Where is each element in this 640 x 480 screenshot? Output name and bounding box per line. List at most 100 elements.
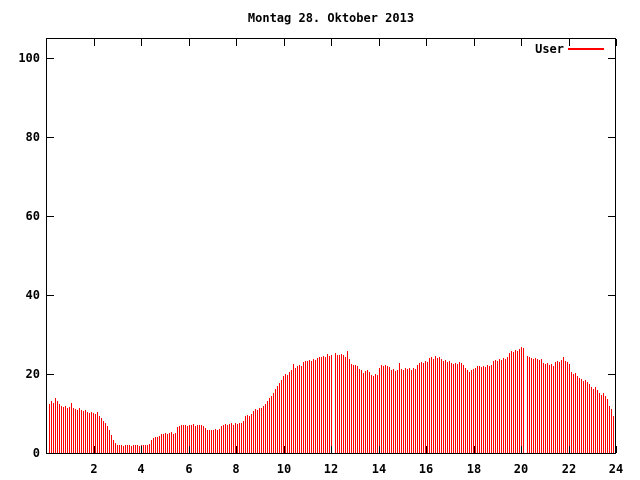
y-tick-left [47,216,54,217]
y-tick-right [608,216,615,217]
x-tick-bottom [141,446,142,453]
data-bar [441,359,442,453]
data-bar [315,360,316,453]
y-tick-right [608,58,615,59]
data-bar [585,380,586,453]
y-tick-left [47,453,54,454]
data-bar [345,357,346,453]
data-bar [237,424,238,453]
data-bar [407,369,408,453]
data-bar [69,407,70,453]
data-bar [539,360,540,453]
data-bar [433,359,434,453]
data-bar [83,411,84,453]
y-tick-label: 0 [32,446,40,460]
data-bar [249,416,250,453]
data-bar [73,408,74,453]
data-bar [157,437,158,453]
data-bar [301,366,302,453]
x-tick-label: 24 [608,462,624,476]
data-bar [435,356,436,453]
data-bar [111,435,112,453]
x-tick-label: 8 [232,462,240,476]
data-bar [507,357,508,453]
data-bar [211,430,212,453]
data-bar [499,359,500,453]
x-tick-bottom [236,446,237,453]
data-bar [373,376,374,453]
data-bar [137,445,138,453]
data-bar [105,423,106,453]
data-bar [389,367,390,453]
data-bar [573,374,574,453]
data-bar [349,359,350,453]
data-bar [303,362,304,453]
data-bar [393,369,394,453]
data-bar [279,383,280,453]
data-bar [405,368,406,453]
data-bar [473,369,474,453]
data-bar [145,445,146,453]
data-bar [225,424,226,453]
chart-title: Montag 28. Oktober 2013 [247,11,415,25]
x-tick-top [569,39,570,46]
y-tick-right [608,295,615,296]
data-bar [165,433,166,453]
data-bar [335,353,336,453]
y-tick-left [47,374,54,375]
legend-label: User [535,42,564,56]
data-bar [425,361,426,453]
y-tick-left [47,58,54,59]
data-bar [527,356,528,453]
y-tick-right [608,453,615,454]
data-bar [61,406,62,453]
data-bar [469,372,470,453]
data-bar [97,412,98,453]
data-bar [115,443,116,453]
data-bar [547,363,548,453]
data-bar [159,436,160,453]
data-bar [187,426,188,453]
data-bar [167,434,168,453]
x-tick-top [616,39,617,46]
data-bar [365,371,366,453]
y-tick-label: 60 [25,209,40,223]
data-bar [555,362,556,453]
data-bar [171,432,172,453]
y-tick-left [47,137,54,138]
data-bar [355,365,356,453]
data-bar [577,376,578,453]
data-bar [89,413,90,453]
data-bar [329,356,330,453]
y-tick-left [47,295,54,296]
data-bar [591,387,592,453]
y-tick-label: 80 [25,130,40,144]
data-bar [475,368,476,453]
data-bar [447,362,448,453]
data-bar [181,425,182,453]
data-bar [309,360,310,453]
data-bar [357,366,358,453]
data-bar [397,370,398,453]
data-bar [601,395,602,453]
data-bar [85,410,86,453]
data-bar [321,357,322,453]
data-bar [67,408,68,453]
data-bar [485,367,486,453]
x-tick-bottom [521,446,522,453]
data-bar [595,387,596,453]
data-bar [387,366,388,453]
data-bar [125,445,126,453]
x-tick-bottom [379,446,380,453]
data-bar [127,445,128,453]
data-bar [169,433,170,453]
data-bar [571,372,572,453]
data-bar [229,424,230,453]
data-bar [275,389,276,453]
data-bar [341,354,342,453]
y-tick-right [608,374,615,375]
data-bar [603,393,604,453]
data-bar [611,409,612,453]
data-bar [351,364,352,453]
data-bar [101,418,102,453]
